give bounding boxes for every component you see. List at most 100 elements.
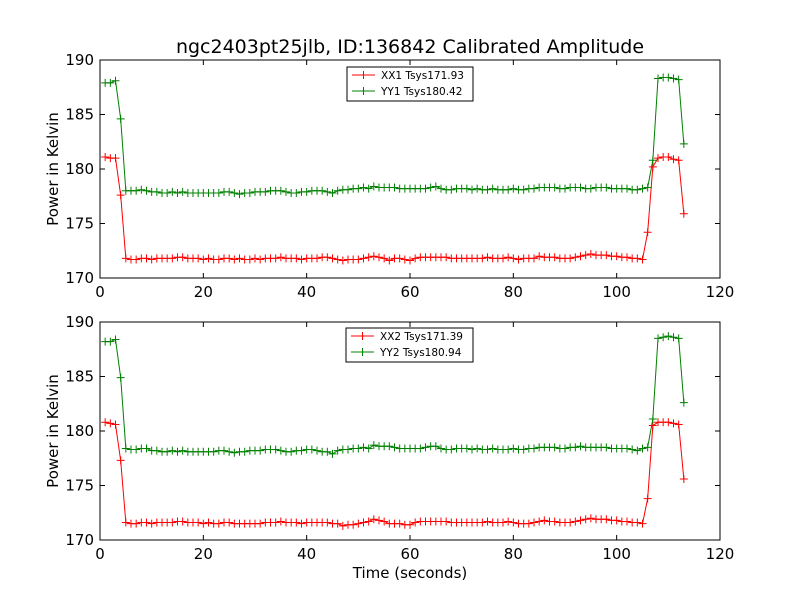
data-point: [519, 185, 528, 194]
data-point: [416, 444, 425, 453]
data-point: [307, 445, 316, 454]
data-point: [468, 185, 476, 194]
data-point: [178, 253, 187, 262]
data-point: [163, 447, 172, 456]
data-point: [132, 186, 141, 195]
data-point: [364, 517, 373, 526]
data-point: [612, 252, 621, 261]
data-point: [147, 519, 156, 528]
data-point: [359, 443, 368, 452]
data-point: [256, 519, 265, 528]
data-point: [643, 443, 652, 452]
data-point: [612, 516, 621, 525]
data-point: [256, 255, 265, 264]
data-point: [623, 444, 631, 453]
series-line: [105, 421, 685, 527]
data-point: [297, 446, 306, 455]
x-tick-label: 80: [504, 283, 523, 301]
data-point: [240, 447, 249, 456]
data-point: [638, 519, 647, 528]
data-point: [576, 183, 585, 192]
data-point: [121, 518, 130, 527]
x-tick-label: 20: [194, 545, 213, 563]
data-point: [530, 184, 538, 193]
y-axis-label: Power in Kelvin: [44, 374, 62, 488]
data-point: [654, 334, 662, 343]
data-point: [209, 447, 218, 456]
legend: XX1 Tsys171.93 YY1 Tsys180.42: [346, 66, 474, 102]
data-point: [669, 74, 678, 83]
data-point: [483, 445, 492, 454]
data-point: [369, 252, 378, 261]
data-point: [101, 153, 110, 162]
legend-marker: [359, 87, 368, 95]
data-point: [132, 255, 141, 264]
data-point: [121, 254, 130, 263]
y-tick-label: 180: [65, 160, 94, 178]
data-point: [349, 520, 358, 529]
data-point: [509, 518, 518, 527]
legend-item: YY2 Tsys180.94: [351, 347, 462, 359]
y-tick-label: 185: [65, 368, 94, 386]
data-point: [375, 253, 383, 262]
chart-panel-1: 0 20 40 60 80 100 120 170 175 180 185 190 Power in K…: [44, 51, 734, 301]
data-point: [168, 446, 177, 455]
data-point: [359, 254, 368, 263]
data-point: [261, 187, 270, 196]
data-point: [116, 191, 125, 200]
data-point: [297, 519, 306, 528]
data-point: [204, 518, 213, 527]
data-point: [571, 517, 580, 526]
data-point: [633, 518, 642, 527]
data-point: [271, 445, 280, 454]
data-point: [535, 517, 544, 526]
data-point: [385, 256, 394, 265]
y-tick-label: 180: [65, 422, 94, 440]
data-point: [251, 254, 259, 263]
data-point: [364, 444, 373, 453]
legend-marker: [359, 71, 368, 79]
data-point: [338, 521, 347, 530]
data-point: [509, 184, 518, 193]
y-tick-label: 175: [65, 215, 94, 233]
data-point: [323, 253, 332, 262]
data-point: [550, 183, 559, 192]
data-point: [519, 445, 528, 454]
data-point: [204, 254, 213, 263]
data-point: [344, 185, 352, 194]
data-point: [359, 183, 368, 192]
data-point: [431, 182, 440, 191]
data-point: [163, 188, 172, 197]
data-point: [664, 418, 673, 427]
data-point: [333, 255, 342, 264]
data-point: [328, 188, 337, 197]
data-point: [586, 250, 595, 259]
data-point: [530, 444, 538, 453]
data-point: [535, 252, 544, 261]
x-tick-label: 0: [95, 545, 105, 563]
legend-marker: [358, 348, 367, 356]
data-point: [364, 184, 373, 193]
data-point: [437, 444, 445, 453]
data-point: [235, 190, 244, 199]
data-point: [478, 254, 487, 263]
legend-box: [345, 327, 474, 363]
data-point: [571, 253, 580, 262]
data-point: [245, 255, 254, 264]
data-point: [654, 154, 662, 163]
data-point: [421, 443, 430, 452]
data-point: [571, 443, 580, 452]
data-point: [530, 254, 538, 263]
data-point: [462, 444, 471, 453]
data-point: [178, 517, 187, 526]
data-point: [364, 253, 373, 262]
data-point: [292, 518, 301, 527]
data-point: [633, 254, 642, 263]
data-point: [473, 444, 482, 453]
data-point: [214, 255, 223, 264]
chart-panel-2: 0 20 40 60 80 100 120 170 175 180 185 190 Power in K…: [44, 313, 734, 582]
data-point: [576, 442, 585, 451]
data-point: [395, 254, 404, 263]
data-point: [483, 253, 492, 262]
data-point: [173, 447, 182, 456]
